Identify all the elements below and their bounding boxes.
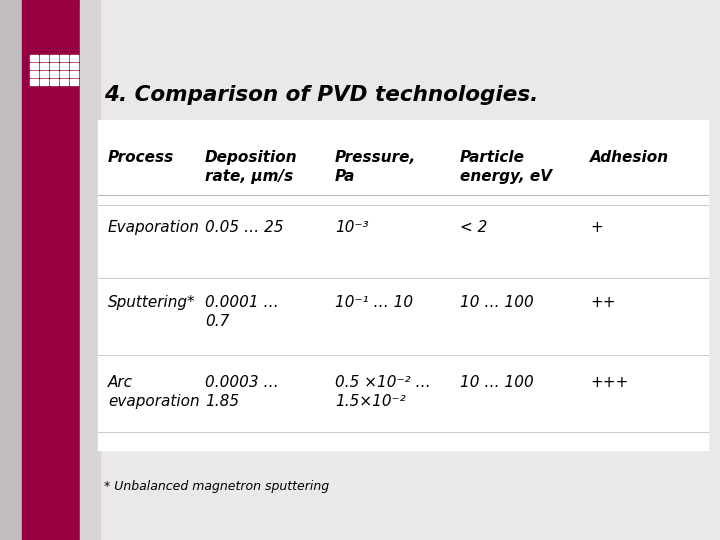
Bar <box>70 71 78 77</box>
Bar <box>22 0 80 540</box>
Text: 10 … 100: 10 … 100 <box>460 375 534 390</box>
Text: * Unbalanced magnetron sputtering: * Unbalanced magnetron sputtering <box>104 480 329 493</box>
Bar <box>98 120 708 450</box>
Text: +: + <box>590 220 603 235</box>
Bar <box>30 55 38 61</box>
Text: 0.0001 …
0.7: 0.0001 … 0.7 <box>205 295 279 329</box>
Bar <box>30 63 38 69</box>
Text: +++: +++ <box>590 375 629 390</box>
Bar <box>70 63 78 69</box>
Text: Arc
evaporation: Arc evaporation <box>108 375 199 409</box>
Text: 10⁻³: 10⁻³ <box>335 220 369 235</box>
Bar <box>60 79 68 85</box>
Text: Deposition
rate, μm/s: Deposition rate, μm/s <box>205 150 297 184</box>
Text: 10⁻¹ … 10: 10⁻¹ … 10 <box>335 295 413 310</box>
Text: Sputtering*: Sputtering* <box>108 295 196 310</box>
Bar <box>50 55 58 61</box>
Bar <box>40 55 48 61</box>
Bar <box>0 0 22 540</box>
Bar <box>60 55 68 61</box>
Bar <box>30 79 38 85</box>
Bar <box>50 63 58 69</box>
Bar <box>80 0 100 540</box>
Text: 0.0003 …
1.85: 0.0003 … 1.85 <box>205 375 279 409</box>
Bar <box>40 79 48 85</box>
Bar <box>60 63 68 69</box>
Text: 10 … 100: 10 … 100 <box>460 295 534 310</box>
Text: 0.5 ×10⁻² …
1.5×10⁻²: 0.5 ×10⁻² … 1.5×10⁻² <box>335 375 431 409</box>
Bar <box>70 55 78 61</box>
Bar <box>60 71 68 77</box>
Bar <box>40 63 48 69</box>
Bar <box>50 79 58 85</box>
Text: ++: ++ <box>590 295 616 310</box>
Text: 4. Comparison of PVD technologies.: 4. Comparison of PVD technologies. <box>104 85 539 105</box>
Bar <box>70 79 78 85</box>
Bar <box>40 71 48 77</box>
Text: 0.05 … 25: 0.05 … 25 <box>205 220 284 235</box>
Text: Process: Process <box>108 150 174 165</box>
Text: Pressure,
Pa: Pressure, Pa <box>335 150 416 184</box>
Text: Adhesion: Adhesion <box>590 150 669 165</box>
Text: Evaporation: Evaporation <box>108 220 200 235</box>
Bar <box>30 71 38 77</box>
Bar <box>50 71 58 77</box>
Text: Particle
energy, eV: Particle energy, eV <box>460 150 552 184</box>
Text: < 2: < 2 <box>460 220 487 235</box>
